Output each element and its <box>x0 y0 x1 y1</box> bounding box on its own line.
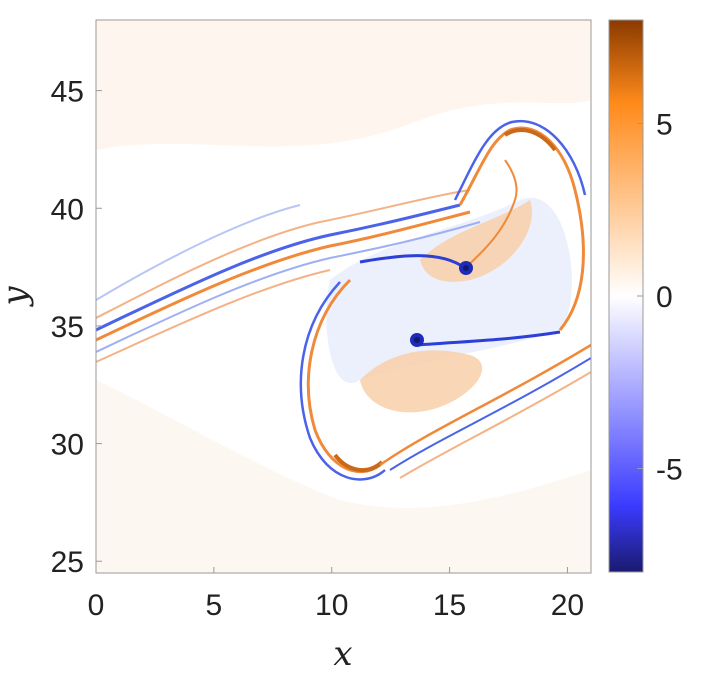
filament-positive <box>503 128 557 152</box>
filament-positive <box>379 343 591 467</box>
filament-negative <box>359 254 466 270</box>
y-tick-label: 25 <box>51 546 84 579</box>
filament-negative <box>453 119 587 201</box>
field-region-positive <box>96 380 591 573</box>
colorbar-tick-label: -5 <box>656 454 683 487</box>
filament-positive <box>458 126 585 331</box>
y-tick-label: 40 <box>51 193 84 226</box>
field-region-positive-core <box>360 350 483 413</box>
filament-negative <box>414 330 561 347</box>
filament-positive <box>333 453 384 472</box>
field-region-positive-core <box>420 200 532 282</box>
plot-frame <box>95 19 592 574</box>
x-tick-label: 0 <box>88 589 105 622</box>
y-tick-label: 35 <box>51 311 84 344</box>
field-region-positive <box>96 20 591 150</box>
x-tick-label: 20 <box>551 589 584 622</box>
colorbar-tick-label: 0 <box>656 281 673 314</box>
x-axis-label: x <box>333 634 352 674</box>
x-tick-label: 10 <box>315 589 348 622</box>
filament-positive <box>96 189 471 319</box>
colorbar-ticks: -5 0 5 <box>637 109 683 487</box>
y-axis-ticks: 25 30 35 40 45 <box>51 76 102 579</box>
filament-positive <box>464 159 518 269</box>
filament-negative <box>96 203 461 332</box>
filament-negative <box>96 221 481 353</box>
filament-positive <box>96 210 471 342</box>
filament-positive <box>399 371 591 479</box>
plot-area <box>95 19 592 574</box>
y-tick-label: 45 <box>51 76 84 109</box>
vortex-core-center <box>463 265 469 271</box>
y-axis-label: y <box>0 286 35 308</box>
filament-negative <box>299 281 386 481</box>
x-axis-ticks: 0 5 10 15 20 <box>88 567 584 622</box>
x-tick-label: 5 <box>206 589 223 622</box>
filament-negative <box>96 204 301 301</box>
filament-positive <box>96 269 331 363</box>
heatmap-field <box>96 20 591 573</box>
colorbar: -5 0 5 <box>608 19 683 573</box>
vortex-core-center <box>414 337 420 343</box>
y-tick-label: 30 <box>51 429 84 462</box>
filament-negative <box>389 357 591 471</box>
x-tick-label: 15 <box>433 589 466 622</box>
colorbar-tick-label: 5 <box>656 109 673 142</box>
